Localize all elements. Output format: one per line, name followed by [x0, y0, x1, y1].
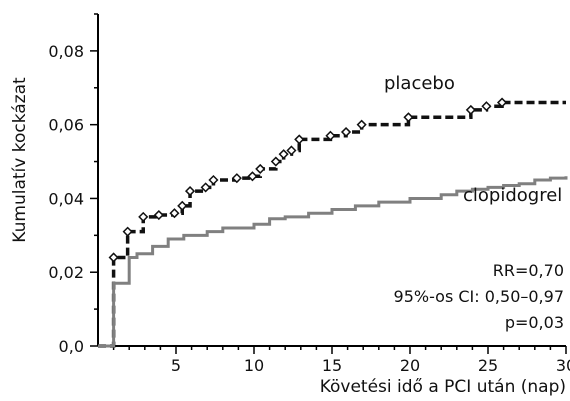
markers-layer [108, 97, 508, 263]
data-point-placebo [108, 252, 119, 263]
data-point-placebo [153, 209, 164, 221]
x-axis-title: Követési idő a PCI után (nap) [320, 377, 566, 397]
x-tick-label: 5 [171, 356, 181, 375]
data-point-placebo [208, 174, 219, 186]
data-point-placebo [169, 208, 180, 219]
y-tick-label: 0,06 [48, 116, 84, 135]
data-point-placebo [294, 134, 305, 145]
x-tick-label: 15 [322, 356, 342, 375]
x-tick-label: 10 [244, 356, 264, 375]
series-label-placebo: placebo [384, 73, 455, 94]
x-tick-label: 30 [556, 356, 570, 375]
y-tick-label: 0,04 [48, 189, 84, 208]
series-line-placebo [98, 100, 566, 348]
y-axis-title: Kumulatív kockázat [10, 77, 30, 243]
series-layer [98, 100, 568, 348]
data-point-placebo [403, 112, 414, 123]
data-point-placebo [325, 130, 336, 141]
data-point-placebo [496, 97, 508, 108]
series-label-clopidogrel: clopidogrel [463, 185, 562, 206]
data-point-placebo [286, 145, 297, 156]
data-point-placebo [356, 119, 367, 130]
annotation-rr: RR=0,70 [493, 261, 564, 280]
data-point-placebo [138, 211, 149, 222]
axes: 5 10 15 20 25 30 0,0 0,02 0,04 0,06 0,08 [48, 13, 570, 375]
data-point-placebo [247, 171, 258, 182]
annotation-p: p=0,03 [505, 313, 564, 332]
y-tick-label: 0,0 [59, 337, 84, 356]
data-point-placebo [122, 226, 133, 237]
data-point-placebo [270, 156, 281, 167]
data-point-placebo [231, 173, 242, 184]
data-point-placebo [278, 149, 289, 160]
data-point-placebo [465, 104, 476, 115]
data-point-placebo [340, 126, 352, 138]
series-line-clopidogrel [98, 176, 568, 348]
data-point-placebo [184, 186, 196, 197]
x-tick-label: 20 [400, 356, 420, 375]
annotation-ci: 95%-os CI: 0,50–0,97 [394, 287, 564, 306]
data-point-placebo [255, 163, 266, 174]
x-tick-label: 25 [478, 356, 498, 375]
y-tick-label: 0,02 [48, 263, 84, 282]
data-point-placebo [177, 200, 188, 211]
data-point-placebo [200, 182, 211, 193]
y-tick-label: 0,08 [48, 42, 84, 61]
data-point-placebo [481, 101, 492, 112]
